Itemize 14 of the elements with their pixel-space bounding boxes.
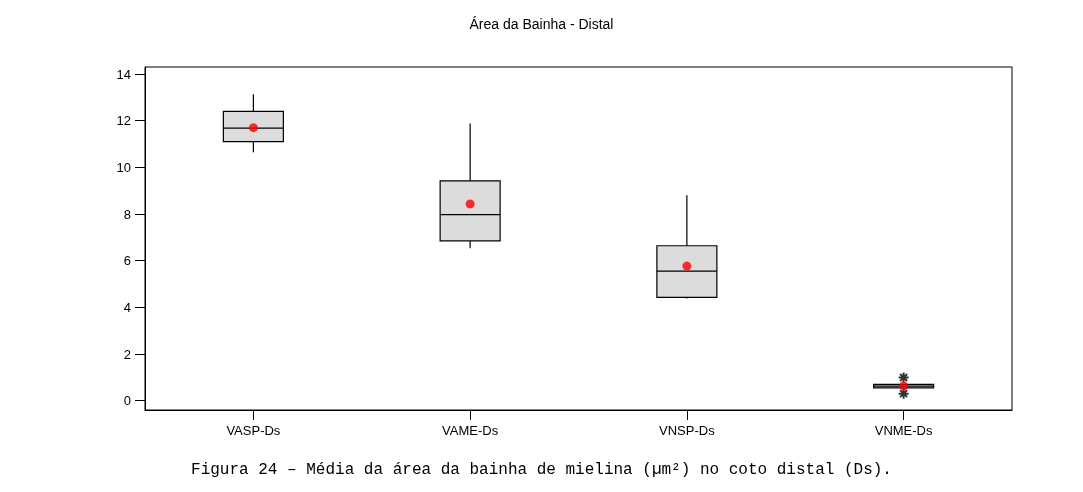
- text: Figura 24 – Média da área da bainha de mielina (µm²) no coto distal (Ds).: [191, 461, 892, 479]
- x-tick-label: VNME-Ds: [874, 423, 934, 438]
- y-tick-label: 2: [123, 346, 131, 362]
- x-tick-label: VASP-Ds: [226, 423, 281, 438]
- y-tick-label: 0: [123, 393, 131, 409]
- y-tick-label: 10: [116, 159, 131, 175]
- x-tick-label: VAME-Ds: [442, 423, 499, 438]
- y-tick-label: 12: [116, 113, 131, 129]
- chart-title: Área da Bainha - Distal: [469, 16, 614, 32]
- y-tick-label: 4: [123, 299, 131, 315]
- y-tick-label: 8: [123, 206, 131, 222]
- y-tick-label: 14: [116, 66, 131, 82]
- x-tick-label: VNSP-Ds: [659, 423, 716, 438]
- y-tick-label: 6: [123, 253, 131, 269]
